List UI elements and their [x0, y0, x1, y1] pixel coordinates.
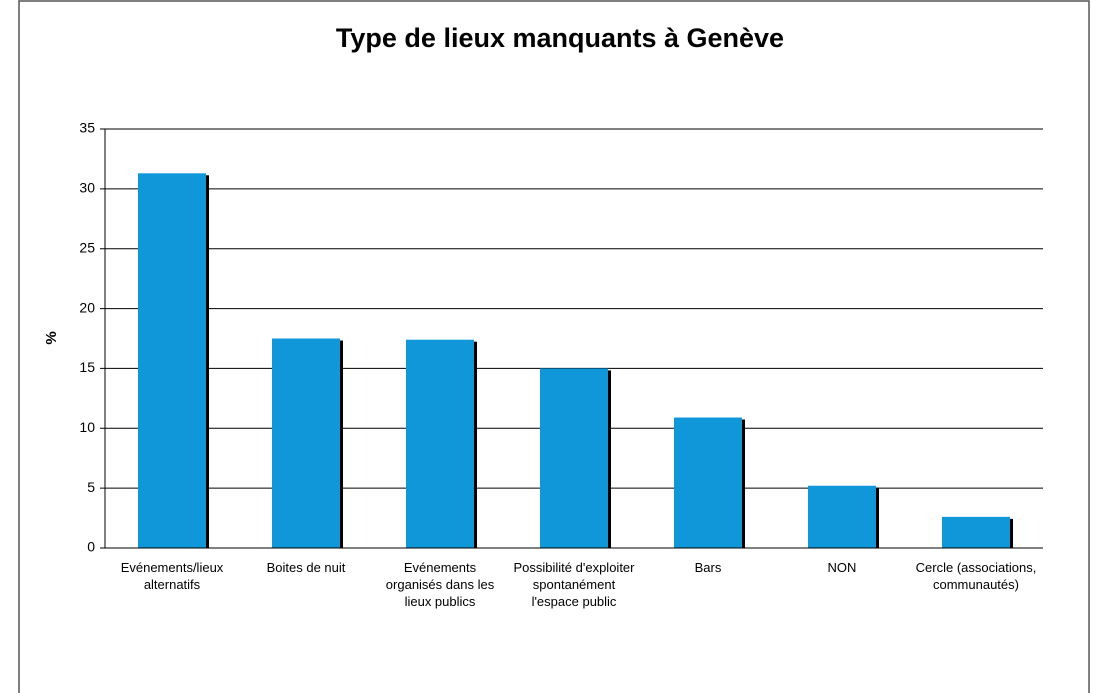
x-tick-label: Evénements/lieux alternatifs	[120, 560, 224, 592]
x-tick-label: NON	[827, 560, 857, 575]
y-tick-label: 30	[79, 180, 95, 196]
x-tick-label: Boites de nuit	[266, 560, 346, 575]
x-tick-label: Bars	[694, 560, 722, 575]
frame	[18, 0, 1090, 693]
x-tick-label: Possibilité d'exploiter spontanément l'e…	[513, 560, 635, 609]
bar	[674, 417, 742, 548]
y-tick-label: 0	[87, 539, 95, 555]
y-tick-label: 5	[87, 479, 95, 495]
bar	[272, 338, 340, 548]
y-tick-label: 20	[79, 299, 95, 315]
y-tick-label: 25	[79, 239, 95, 255]
x-tick-label: Evénements organisés dans les lieux publ…	[385, 560, 495, 609]
y-axis-label: %	[43, 331, 60, 344]
y-tick-label: 35	[79, 120, 95, 136]
bar	[138, 173, 206, 548]
y-tick-label: 10	[79, 419, 95, 435]
bar	[808, 485, 876, 548]
x-tick-label: Cercle (associations, communautés)	[915, 560, 1037, 592]
bar	[540, 368, 608, 548]
chart-title: Type de lieux manquants à Genève	[336, 23, 784, 53]
bar	[942, 516, 1010, 548]
bar	[406, 339, 474, 548]
y-tick-label: 15	[79, 359, 95, 375]
